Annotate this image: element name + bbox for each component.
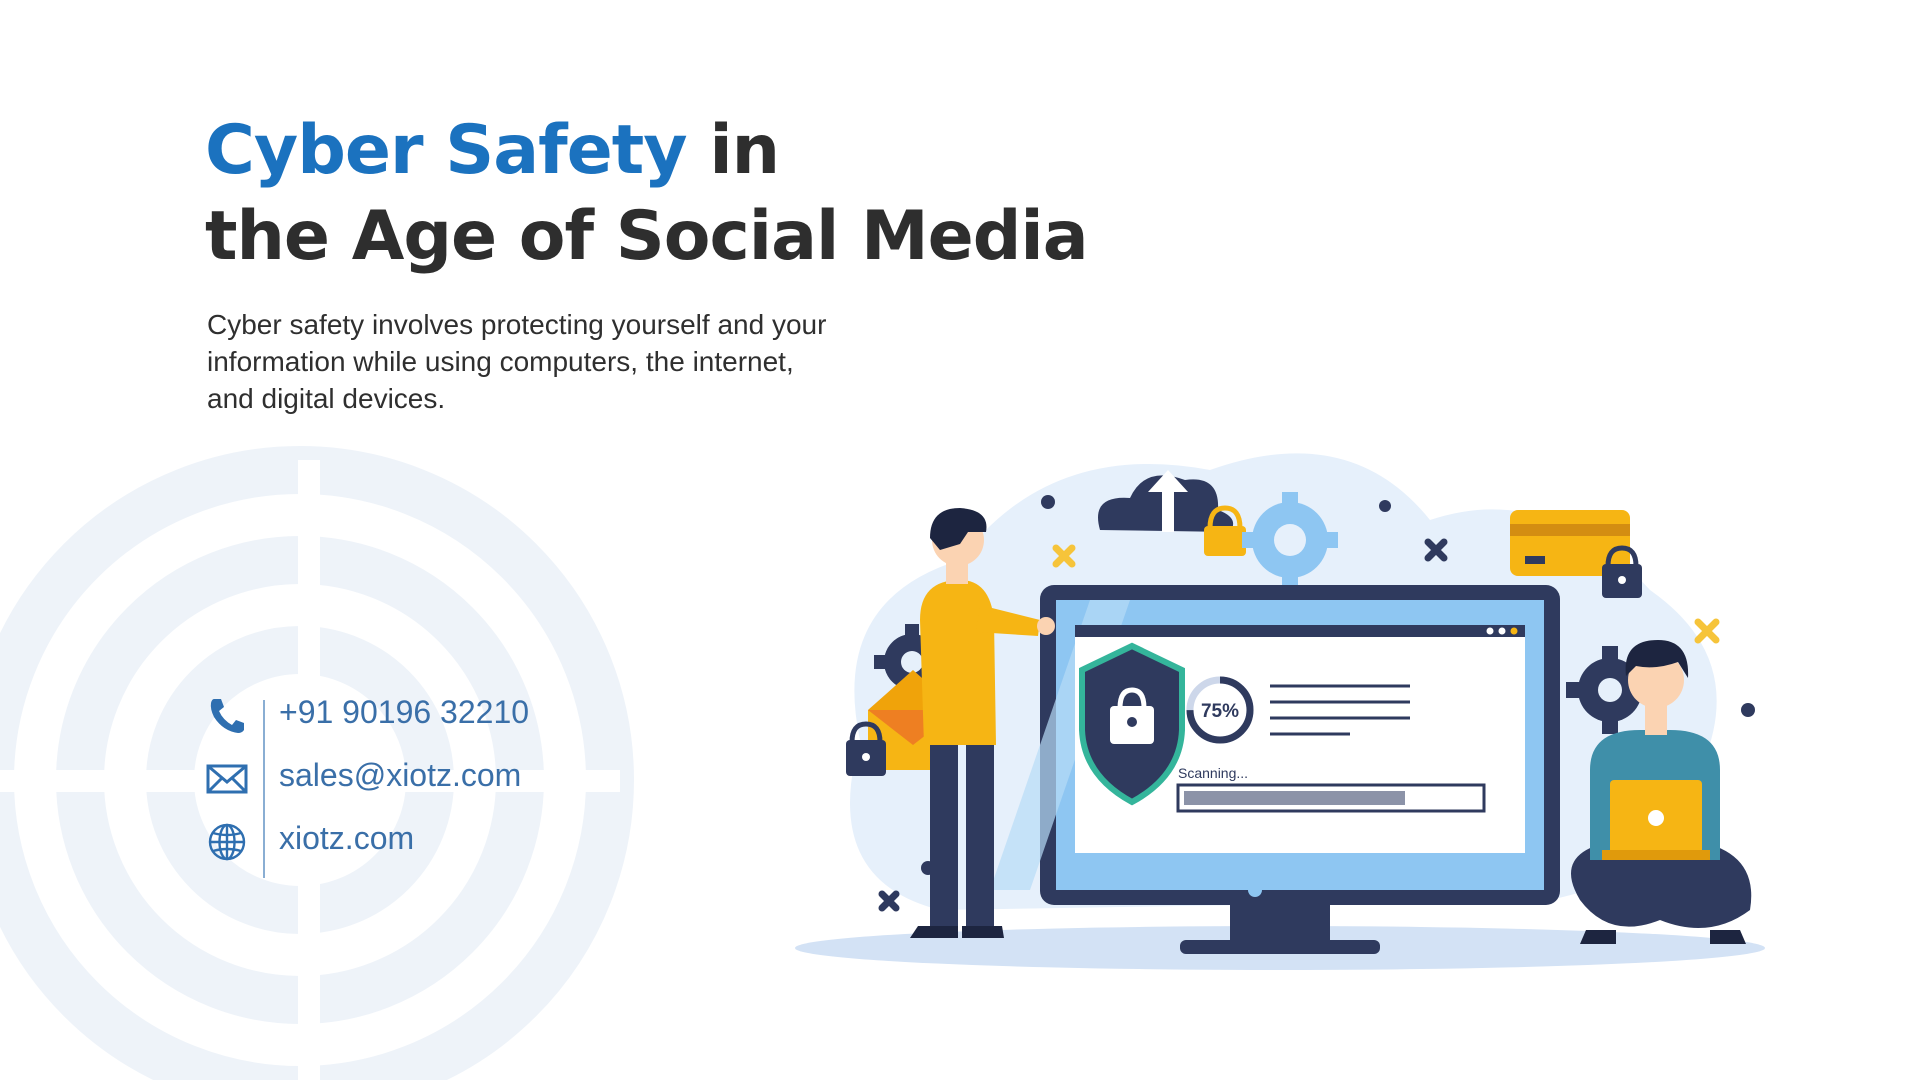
scan-label: Scanning... <box>1178 765 1248 781</box>
contact-phone[interactable]: +91 90196 32210 <box>205 690 605 740</box>
title-line1-rest: in <box>686 111 780 190</box>
dot <box>1379 500 1391 512</box>
cloud-upload-icon <box>1098 470 1234 532</box>
monitor: 75% Scanning... <box>990 585 1560 954</box>
person-standing <box>910 508 1055 938</box>
cross-yellow-icon <box>1052 544 1720 644</box>
shield-lock-icon <box>1079 642 1185 806</box>
credit-card-icon <box>1510 510 1630 576</box>
title-accent: Cyber Safety <box>205 111 688 190</box>
mail-icon <box>206 764 248 794</box>
phone-text: +91 90196 32210 <box>279 694 530 730</box>
padlock-left-icon <box>846 721 886 776</box>
page-title: Cyber Safety in the Age of Social Media <box>205 108 1089 280</box>
scan-progress-bar <box>1184 791 1405 805</box>
scan-progress-ring <box>1186 676 1254 744</box>
globe-icon <box>208 823 246 861</box>
scan-percent: 75% <box>1201 701 1239 722</box>
contact-website[interactable]: xiotz.com <box>205 816 605 866</box>
description: Cyber safety involves protecting yoursel… <box>207 309 827 414</box>
padlock-card-icon <box>1602 545 1642 598</box>
email-text: sales@xiotz.com <box>279 757 522 793</box>
cyber-security-illustration: 75% Scanning... <box>795 453 1765 970</box>
title-line2: the Age of Social Media <box>205 197 1089 276</box>
dot <box>1041 495 1055 509</box>
gear-light-icon <box>1242 492 1338 588</box>
dot <box>1741 703 1755 717</box>
cross-navy-icon <box>878 538 1448 912</box>
phone-icon <box>210 699 244 733</box>
contact-email[interactable]: sales@xiotz.com <box>205 753 605 803</box>
person-sitting <box>1571 640 1752 944</box>
contact-divider <box>263 700 265 878</box>
website-text: xiotz.com <box>279 820 415 856</box>
padlock-small-icon <box>1204 505 1246 556</box>
